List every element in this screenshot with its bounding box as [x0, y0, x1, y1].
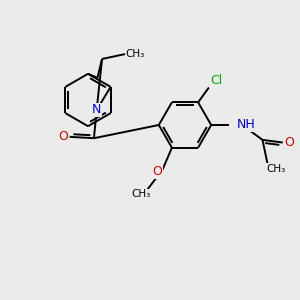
Text: NH: NH	[237, 118, 256, 131]
Text: CH₃: CH₃	[131, 189, 150, 199]
Text: Cl: Cl	[210, 74, 222, 87]
Text: CH₃: CH₃	[266, 164, 286, 173]
Text: O: O	[152, 165, 162, 178]
Text: N: N	[92, 103, 101, 116]
Text: O: O	[284, 136, 294, 149]
Text: O: O	[59, 130, 69, 143]
Text: CH₃: CH₃	[125, 49, 145, 59]
